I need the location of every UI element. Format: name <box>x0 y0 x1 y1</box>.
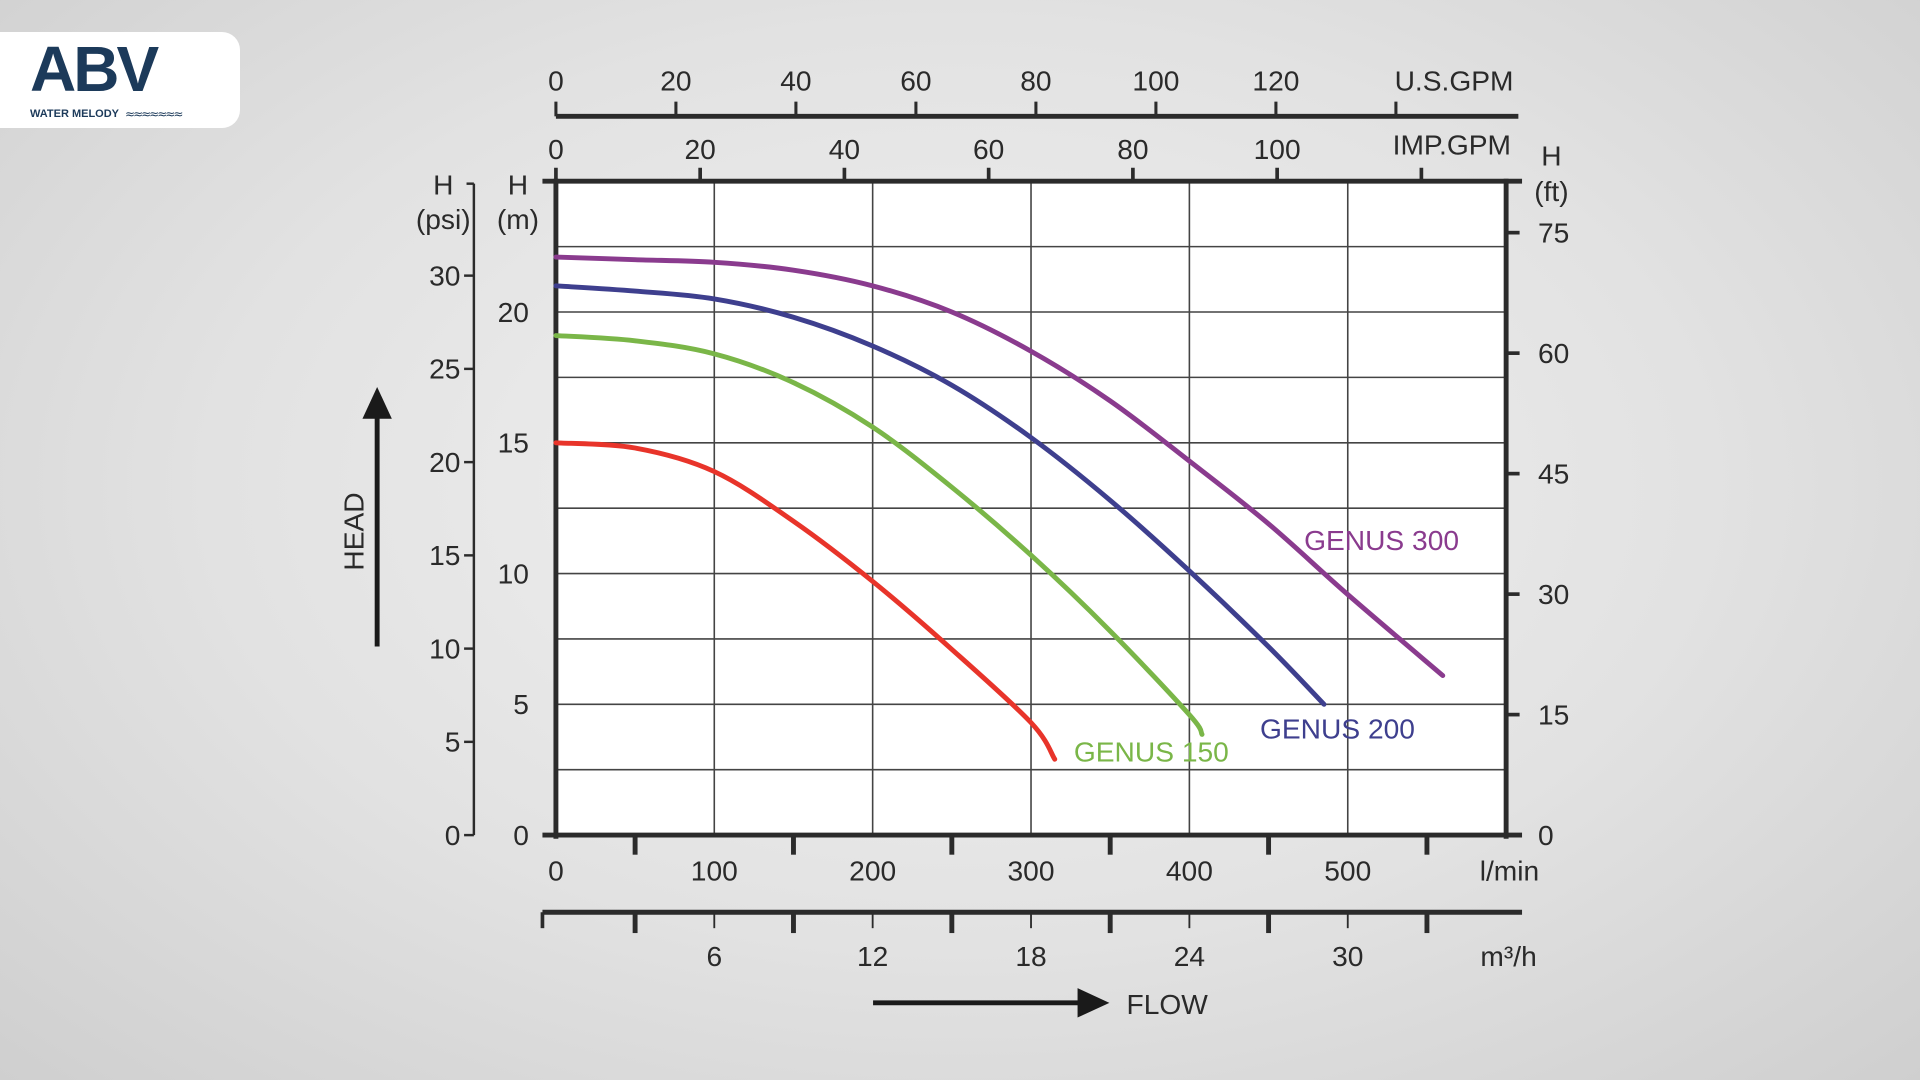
lmin-tick-label: 100 <box>691 855 738 886</box>
head-arrow-icon <box>362 386 392 419</box>
m3h-tick-label: 30 <box>1332 941 1363 972</box>
imp-gpm-tick-label: 60 <box>973 134 1004 165</box>
lmin-tick-label: 500 <box>1324 855 1371 886</box>
us-gpm-tick-label: 80 <box>1020 66 1051 97</box>
ft-tick-label: 45 <box>1538 458 1569 489</box>
grid <box>555 181 1507 836</box>
curve-genus-200 <box>553 333 1205 737</box>
ft-tick-label: 75 <box>1538 217 1569 248</box>
m-axis-unit: (m) <box>497 204 539 235</box>
label-genus-300: GENUS 300 <box>1304 525 1459 556</box>
psi-tick-label: 0 <box>445 820 461 851</box>
m-tick-label: 0 <box>513 820 529 851</box>
lmin-tick-label: 300 <box>1008 855 1055 886</box>
lmin-tick-label: 400 <box>1166 855 1213 886</box>
flow-arrow-icon <box>1077 988 1110 1018</box>
lmin-tick-label: 200 <box>849 855 896 886</box>
us-gpm-tick-label: 120 <box>1252 66 1299 97</box>
head-label: HEAD <box>339 492 370 570</box>
imp-gpm-tick-label: 40 <box>829 134 860 165</box>
label-genus-150: GENUS 150 <box>1074 737 1229 768</box>
imp-gpm-tick-label: 80 <box>1117 134 1148 165</box>
psi-tick-label: 10 <box>429 633 460 664</box>
imp-gpm-tick-label: 100 <box>1254 134 1301 165</box>
logo-text: ABV <box>30 36 159 102</box>
m-axis-title: H <box>508 170 528 201</box>
psi-tick-label: 15 <box>429 540 460 571</box>
imp-gpm-tick-label: 20 <box>684 134 715 165</box>
curve-genus-150 <box>553 440 1058 762</box>
logo-tagline: WATER MELODY <box>30 108 120 120</box>
lmin-axis-title: l/min <box>1480 855 1539 886</box>
us-gpm-tick-label: 60 <box>900 66 931 97</box>
m3h-tick-label: 18 <box>1015 941 1046 972</box>
ft-tick-label: 30 <box>1538 579 1569 610</box>
imp-gpm-title: IMP.GPM <box>1393 129 1511 160</box>
label-genus-200: GENUS 200 <box>1260 713 1415 744</box>
us-gpm-tick-label: 100 <box>1132 66 1179 97</box>
ft-axis-unit: (ft) <box>1534 176 1568 207</box>
flow-label: FLOW <box>1127 989 1209 1020</box>
us-gpm-tick-label: 20 <box>660 66 691 97</box>
psi-axis-title: H <box>433 170 453 201</box>
m3h-tick-label: 24 <box>1174 941 1205 972</box>
us-gpm-tick-label: 0 <box>548 66 564 97</box>
logo-wave-icon: ≈≈≈≈≈≈≈ <box>125 107 183 121</box>
m3h-tick-label: 6 <box>706 941 722 972</box>
curve-genus-300 <box>553 283 1327 707</box>
logo-tagline-row: WATER MELODY ≈≈≈≈≈≈≈ <box>30 106 240 122</box>
ft-tick-label: 60 <box>1538 338 1569 369</box>
us-gpm-title: U.S.GPM <box>1395 66 1514 97</box>
ft-axis-title: H <box>1541 140 1561 171</box>
lmin-tick-label: 0 <box>548 855 564 886</box>
m3h-tick-label: 12 <box>857 941 888 972</box>
us-gpm-tick-label: 40 <box>780 66 811 97</box>
imp-gpm-tick-label: 0 <box>548 134 564 165</box>
series-labels: GENUS 150 GENUS 200 GENUS 300 <box>1074 525 1459 768</box>
m-tick-label: 10 <box>498 558 529 589</box>
psi-axis-unit: (psi) <box>416 204 471 235</box>
psi-tick-label: 25 <box>429 354 460 385</box>
ft-tick-label: 0 <box>1538 820 1554 851</box>
curve-genus-400 <box>553 254 1446 679</box>
m-tick-label: 15 <box>498 428 529 459</box>
ft-tick-label: 15 <box>1538 699 1569 730</box>
psi-tick-label: 20 <box>429 447 460 478</box>
m-tick-label: 5 <box>513 689 529 720</box>
psi-tick-label: 30 <box>429 260 460 291</box>
psi-tick-label: 5 <box>445 727 461 758</box>
m3h-axis-title: m³/h <box>1480 941 1536 972</box>
m-tick-label: 20 <box>498 297 529 328</box>
brand-logo: ABV WATER MELODY ≈≈≈≈≈≈≈ <box>0 32 240 128</box>
curves <box>553 254 1446 762</box>
axes: 0 100 200 300 400 500051015200510152025300153… <box>429 66 1569 973</box>
